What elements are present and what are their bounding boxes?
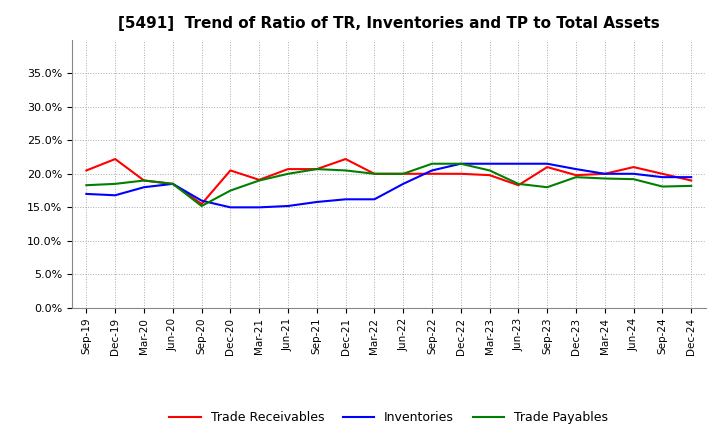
Trade Receivables (370, 171, 379, 176)
Inventories (370, 197, 379, 202)
Trade Receivables (572, 172, 580, 178)
Trade Receivables (428, 171, 436, 176)
Inventories (111, 193, 120, 198)
Trade Receivables (82, 168, 91, 173)
Inventories (168, 181, 177, 187)
Trade Payables (485, 168, 494, 173)
Trade Receivables (514, 183, 523, 188)
Title: [5491]  Trend of Ratio of TR, Inventories and TP to Total Assets: [5491] Trend of Ratio of TR, Inventories… (118, 16, 660, 32)
Trade Receivables (197, 202, 206, 207)
Trade Payables (687, 183, 696, 188)
Trade Payables (168, 181, 177, 187)
Inventories (456, 161, 465, 166)
Inventories (284, 203, 292, 209)
Inventories (600, 171, 609, 176)
Trade Receivables (168, 181, 177, 187)
Trade Payables (456, 161, 465, 166)
Trade Receivables (111, 156, 120, 161)
Inventories (82, 191, 91, 197)
Line: Trade Payables: Trade Payables (86, 164, 691, 206)
Trade Payables (629, 176, 638, 182)
Trade Payables (370, 171, 379, 176)
Inventories (658, 175, 667, 180)
Inventories (687, 175, 696, 180)
Trade Payables (312, 166, 321, 172)
Trade Payables (572, 175, 580, 180)
Trade Payables (82, 183, 91, 188)
Inventories (572, 166, 580, 172)
Trade Payables (255, 178, 264, 183)
Inventories (485, 161, 494, 166)
Trade Payables (399, 171, 408, 176)
Trade Receivables (284, 166, 292, 172)
Trade Payables (514, 181, 523, 187)
Inventories (629, 171, 638, 176)
Trade Payables (428, 161, 436, 166)
Trade Receivables (629, 165, 638, 170)
Trade Payables (543, 185, 552, 190)
Trade Receivables (543, 165, 552, 170)
Trade Payables (111, 181, 120, 187)
Trade Receivables (485, 172, 494, 178)
Inventories (226, 205, 235, 210)
Line: Inventories: Inventories (86, 164, 691, 207)
Trade Receivables (399, 171, 408, 176)
Trade Receivables (600, 171, 609, 176)
Inventories (428, 168, 436, 173)
Trade Payables (341, 168, 350, 173)
Trade Receivables (255, 177, 264, 183)
Inventories (140, 185, 148, 190)
Trade Payables (600, 176, 609, 181)
Trade Payables (226, 188, 235, 193)
Trade Payables (658, 184, 667, 189)
Line: Trade Receivables: Trade Receivables (86, 159, 691, 204)
Inventories (341, 197, 350, 202)
Trade Payables (284, 171, 292, 176)
Trade Receivables (226, 168, 235, 173)
Inventories (255, 205, 264, 210)
Trade Receivables (312, 166, 321, 172)
Inventories (514, 161, 523, 166)
Inventories (543, 161, 552, 166)
Inventories (399, 181, 408, 187)
Inventories (312, 199, 321, 205)
Trade Receivables (140, 178, 148, 183)
Trade Payables (197, 203, 206, 209)
Trade Receivables (658, 171, 667, 176)
Trade Receivables (687, 178, 696, 183)
Trade Receivables (341, 156, 350, 161)
Inventories (197, 198, 206, 203)
Trade Receivables (456, 171, 465, 176)
Legend: Trade Receivables, Inventories, Trade Payables: Trade Receivables, Inventories, Trade Pa… (164, 407, 613, 429)
Trade Payables (140, 178, 148, 183)
